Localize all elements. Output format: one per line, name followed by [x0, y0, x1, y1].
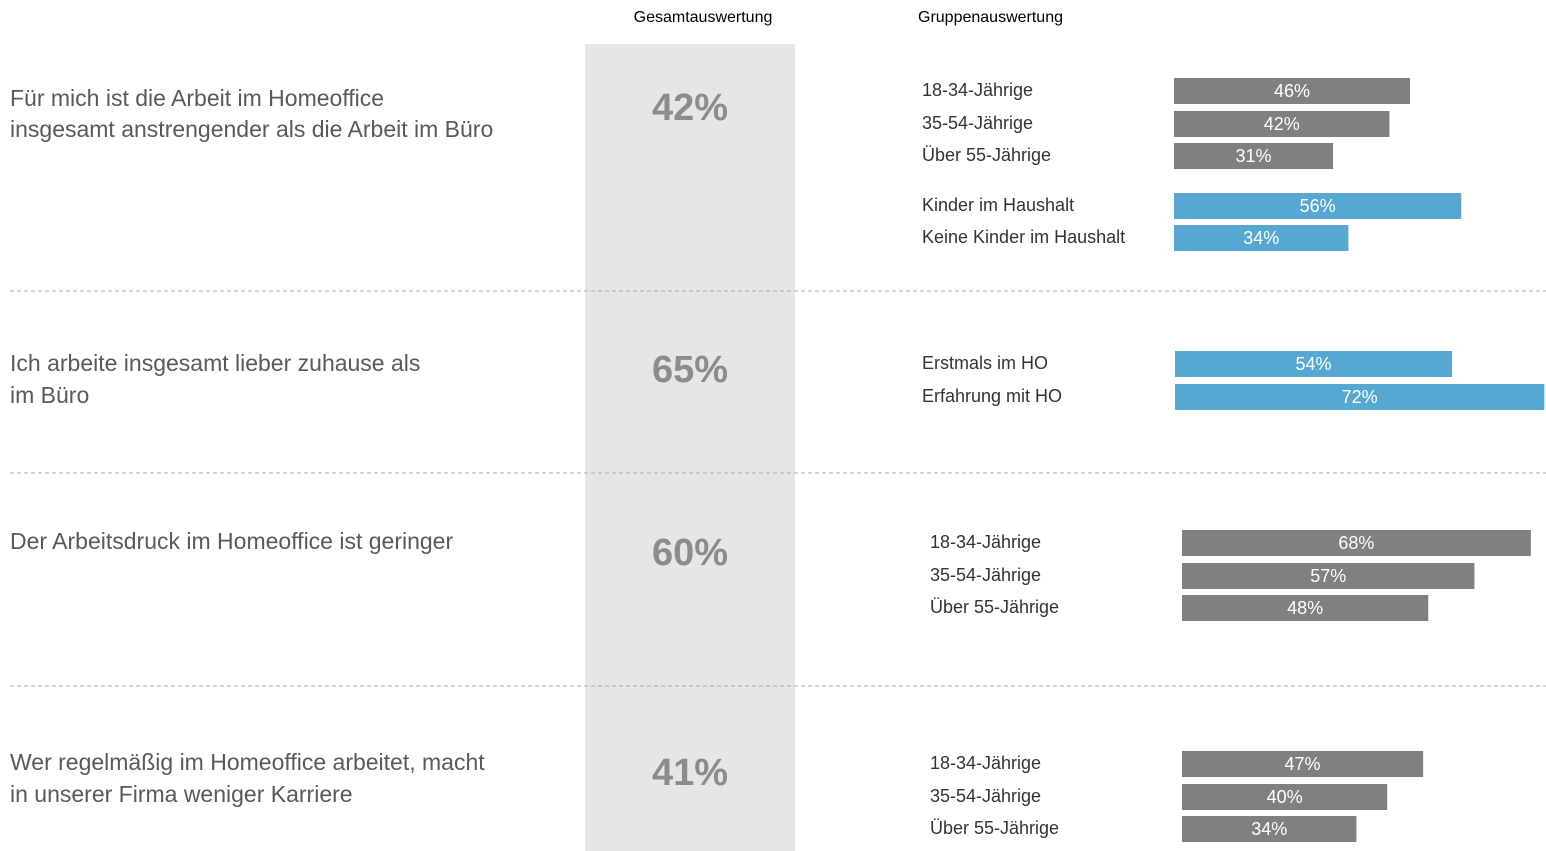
group-label: 18-34-Jährige	[922, 80, 1033, 100]
group-label: Über 55-Jährige	[930, 597, 1059, 617]
group-label: Erstmals im HO	[922, 353, 1048, 373]
bar	[1182, 595, 1429, 621]
bar	[1174, 225, 1349, 251]
statement: insgesamt anstrengender als die Arbeit i…	[10, 116, 493, 142]
group-label: Über 55-Jährige	[922, 145, 1051, 165]
overall-value: 60%	[652, 532, 728, 574]
bar	[1182, 816, 1357, 842]
value-label: 34%	[1251, 819, 1287, 839]
value-label: 56%	[1300, 196, 1336, 216]
overall-column	[585, 44, 795, 851]
group-label: 35-54-Jährige	[922, 113, 1033, 133]
value-label: 40%	[1267, 787, 1303, 807]
group-label: 18-34-Jährige	[930, 532, 1041, 552]
bar	[1174, 111, 1390, 137]
value-label: 72%	[1342, 387, 1378, 407]
group-label: 35-54-Jährige	[930, 565, 1041, 585]
value-label: 42%	[1264, 114, 1300, 134]
bar	[1174, 78, 1410, 104]
overall-value: 42%	[652, 87, 728, 129]
statement: Für mich ist die Arbeit im Homeoffice	[10, 85, 384, 111]
bar	[1175, 351, 1453, 377]
bar	[1174, 193, 1462, 219]
value-label: 48%	[1287, 598, 1323, 618]
bar	[1182, 563, 1475, 589]
column-header: Gesamtauswertung	[634, 9, 773, 26]
value-label: 68%	[1338, 533, 1374, 553]
group-label: 35-54-Jährige	[930, 786, 1041, 806]
group-label: Über 55-Jährige	[930, 818, 1059, 838]
statement: Der Arbeitsdruck im Homeoffice ist gerin…	[10, 528, 453, 554]
overall-value: 65%	[652, 349, 728, 391]
group-label: Keine Kinder im Haushalt	[922, 227, 1125, 247]
bar	[1175, 384, 1545, 410]
value-label: 57%	[1310, 566, 1346, 586]
bar	[1182, 751, 1424, 777]
value-label: 46%	[1274, 81, 1310, 101]
bar	[1182, 530, 1531, 556]
bar	[1174, 143, 1334, 169]
value-label: 54%	[1295, 354, 1331, 374]
value-label: 34%	[1243, 228, 1279, 248]
statement: Wer regelmäßig im Homeoffice arbeitet, m…	[10, 749, 485, 775]
group-label: Erfahrung mit HO	[922, 386, 1062, 406]
value-label: 47%	[1285, 754, 1321, 774]
statement: in unserer Firma weniger Karriere	[10, 781, 353, 807]
column-header: Gruppenauswertung	[918, 9, 1063, 26]
group-label: 18-34-Jährige	[930, 753, 1041, 773]
statement: im Büro	[10, 382, 89, 408]
statement: Ich arbeite insgesamt lieber zuhause als	[10, 350, 420, 376]
bar	[1182, 784, 1388, 810]
value-label: 31%	[1235, 146, 1271, 166]
overall-value: 41%	[652, 752, 728, 794]
group-label: Kinder im Haushalt	[922, 195, 1074, 215]
